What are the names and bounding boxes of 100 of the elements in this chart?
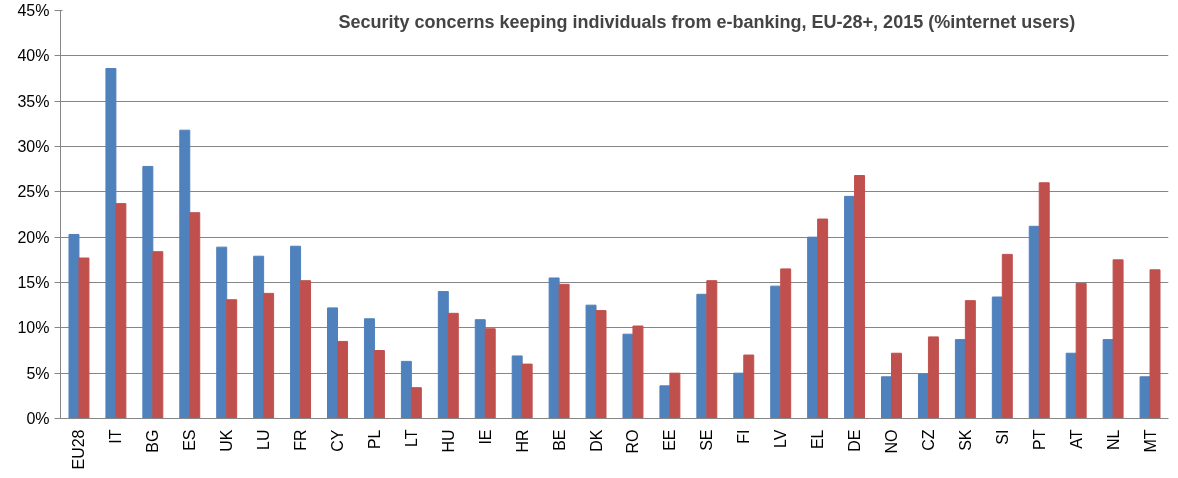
bar [290,245,302,419]
x-tick-label: AT [1067,429,1085,449]
bar [337,340,348,419]
bar [363,318,375,419]
bar [817,218,829,419]
y-tick-label: 35% [17,92,50,110]
x-tick-label: SI [993,429,1011,445]
bar [733,372,745,419]
bar [659,385,671,419]
x-tick-label: NL [1104,429,1122,450]
bar [142,165,154,419]
bar [216,246,228,419]
bar [743,354,755,419]
bar [373,350,385,419]
x-tick-label: PL [365,429,383,450]
bar [115,203,127,419]
bar [1149,269,1161,419]
bar [891,352,902,419]
y-tick-label: 30% [17,138,50,155]
bar [105,68,117,419]
bar [300,280,312,419]
bar [622,333,634,419]
x-tick-label: ES [181,429,199,451]
bar [447,312,459,419]
x-tick-label: UK [218,429,236,452]
x-tick-label: HR [513,429,531,453]
y-tick-label: 10% [17,319,50,337]
x-tick-label: CZ [919,429,937,451]
bar [410,387,422,419]
x-tick-label: FR [292,429,310,451]
bar [78,257,90,419]
x-tick-label: LT [402,429,420,447]
bar [521,363,533,419]
bar [437,291,449,419]
bar [189,212,201,419]
bar [226,299,238,419]
x-tick-label: BE [550,429,568,451]
x-tick-label: CY [329,429,346,452]
y-tick-label: 45% [17,2,50,19]
bar [780,268,792,419]
bar [1038,182,1050,419]
x-tick-label: SE [698,429,716,451]
x-tick-label: DK [587,429,605,452]
y-tick-label: 0% [26,410,50,427]
bar [1065,352,1077,419]
y-tick-label: 5% [26,364,50,382]
x-tick-label: EU28 [70,429,88,470]
x-tick-label: BG [144,429,162,453]
x-tick-label: HU [439,429,457,453]
bar [400,360,412,419]
bar [179,129,191,419]
y-tick-label: 25% [17,183,50,201]
bar [991,296,1003,419]
bar [1001,253,1013,419]
x-tick-label: DE [846,429,864,452]
bar [1028,225,1040,419]
bar [511,355,523,419]
bar [854,175,866,419]
x-tick-label: LU [255,429,273,450]
bar [770,285,782,419]
bar [1112,259,1124,419]
bar [917,373,929,419]
x-tick-label: MT [1141,429,1159,453]
x-tick-label: RO [624,429,642,454]
bar [558,283,570,419]
y-tick-label: 20% [17,228,50,246]
bar [327,307,338,419]
bar [548,277,560,419]
bar [1139,376,1151,419]
x-tick-label: EL [809,429,827,450]
chart-title: Security concerns keeping individuals from e-banking, EU-28+, 2015 (%internet users) [338,12,1076,33]
bar [881,376,892,419]
bar [595,310,607,419]
x-tick-label: IE [476,429,494,445]
bar [263,292,275,419]
bar [68,233,80,419]
y-tick-label: 40% [17,47,50,65]
bar [152,251,164,419]
bar [669,372,681,419]
x-tick-label: NO [883,429,900,454]
bar [954,339,966,419]
bar [964,300,976,419]
bar [696,293,708,419]
x-tick-label: SK [956,429,974,451]
x-tick-label: LV [772,429,790,448]
bar [706,280,718,419]
bar [844,195,856,419]
bar [927,336,939,419]
bar [474,319,486,419]
bar [632,325,644,419]
bar [1075,282,1087,419]
y-tick-label: 15% [17,274,50,291]
x-tick-label: PT [1030,429,1048,450]
x-tick-label: IT [107,429,125,444]
x-tick-label: EE [661,429,679,451]
bar [807,236,819,419]
bar [484,328,496,419]
bar [253,255,265,419]
x-tick-label: FI [735,429,753,444]
bar [1102,339,1114,419]
